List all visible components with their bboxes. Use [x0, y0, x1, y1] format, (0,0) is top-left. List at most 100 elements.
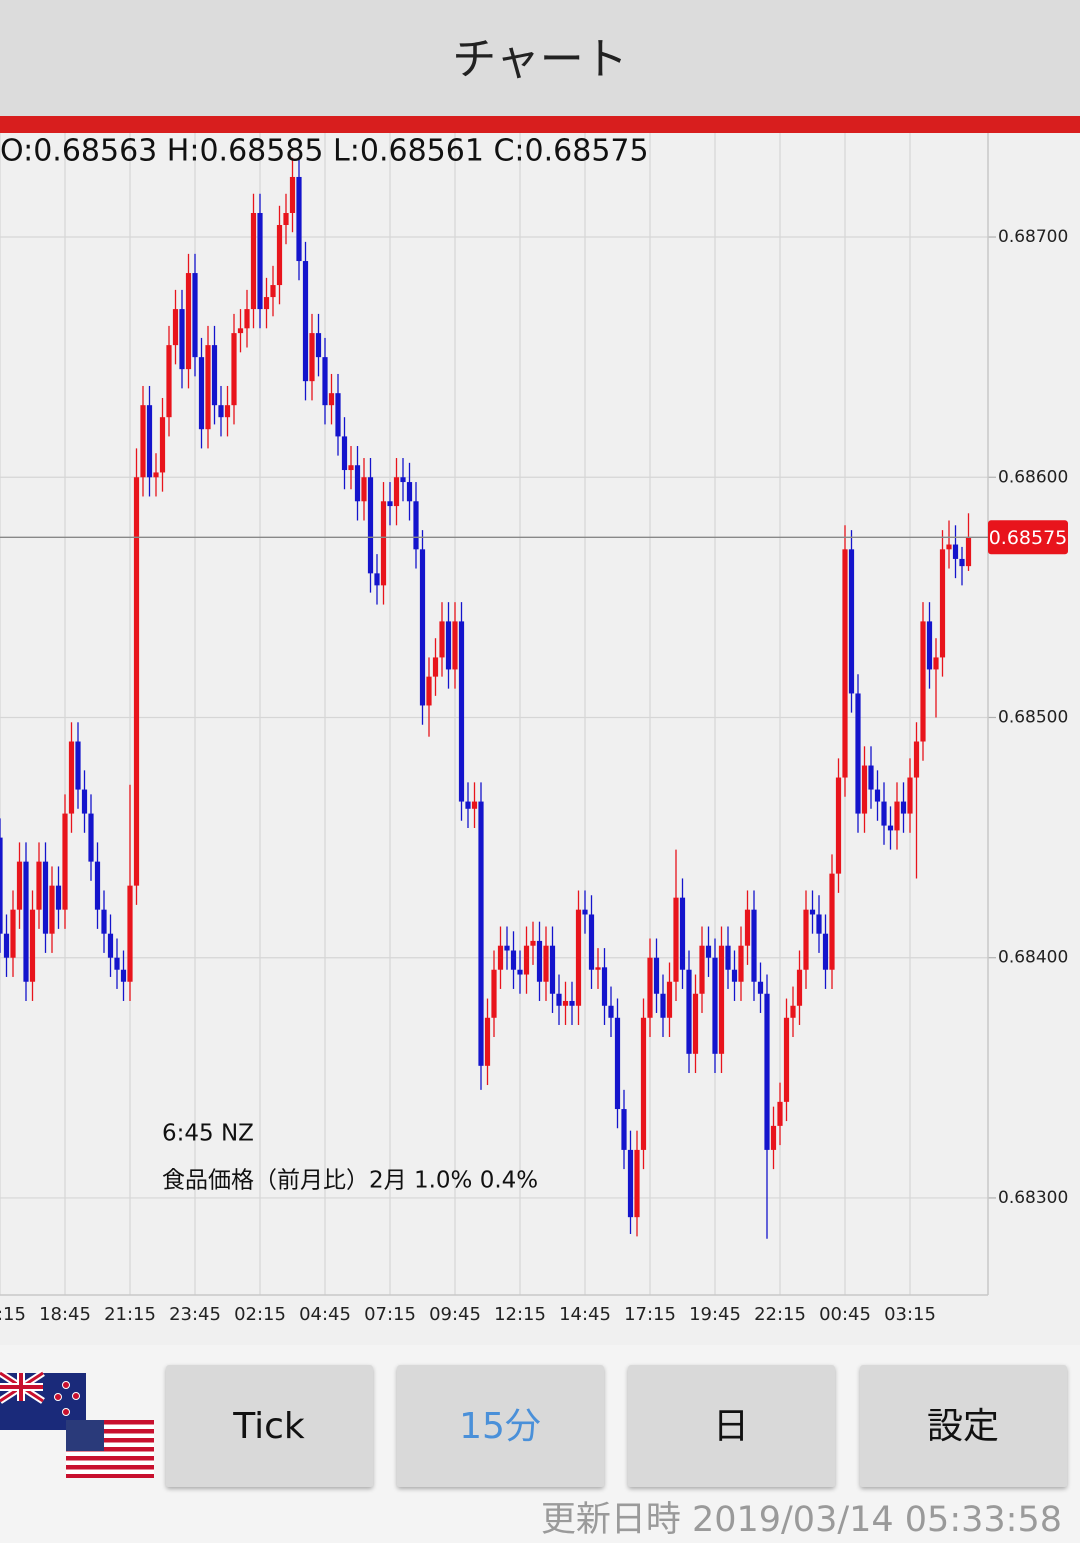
- grid: [0, 133, 996, 1295]
- candle-body: [23, 861, 29, 982]
- candle-body: [582, 909, 588, 915]
- candle-body: [114, 957, 120, 970]
- candle-body: [933, 657, 939, 670]
- currency-flags[interactable]: [0, 1370, 154, 1478]
- ohlc-readout: O:0.68563 H:0.68585 L:0.68561 C:0.68575: [0, 134, 649, 169]
- x-tick-label: 03:15: [884, 1304, 936, 1325]
- y-tick-label: 0.68400: [998, 948, 1068, 968]
- button-label[interactable]: 15分: [459, 1406, 541, 1447]
- candle-body: [627, 1149, 634, 1218]
- x-tick-label: 02:15: [234, 1304, 286, 1325]
- candle-body: [192, 273, 198, 358]
- candle-body: [861, 765, 868, 814]
- candle-body: [88, 813, 94, 862]
- candle-body: [374, 573, 380, 586]
- candle-body: [569, 1000, 575, 1006]
- candle-body: [783, 1017, 790, 1102]
- candle-body: [10, 909, 16, 958]
- candle-body: [523, 945, 530, 975]
- candle-body: [335, 393, 341, 437]
- accent-bar: [0, 116, 1080, 133]
- candle-body: [764, 993, 770, 1150]
- candle-body: [465, 801, 471, 809]
- button[interactable]: [628, 1365, 835, 1487]
- candle-body: [575, 909, 582, 1006]
- candle-body: [718, 945, 725, 1054]
- button-label[interactable]: 設定: [927, 1406, 999, 1447]
- candle-body: [562, 1000, 569, 1006]
- candle-body: [621, 1109, 627, 1150]
- candle-body: [419, 549, 426, 706]
- button[interactable]: [166, 1365, 373, 1487]
- candle-body: [49, 885, 55, 934]
- candle-body: [3, 933, 10, 958]
- candle-body: [354, 465, 361, 502]
- candle-body: [536, 940, 543, 982]
- candle-body: [595, 967, 601, 970]
- x-tick-label: 00:45: [819, 1304, 871, 1325]
- candle-body: [640, 1017, 647, 1150]
- candle-body: [205, 345, 211, 430]
- candle-body: [0, 837, 3, 934]
- candle-body: [777, 1101, 783, 1126]
- us-canton: [66, 1420, 104, 1451]
- y-tick-label: 0.68600: [998, 467, 1068, 487]
- candle-body: [926, 621, 933, 670]
- candle-body: [367, 477, 374, 574]
- candle-body: [556, 993, 562, 1006]
- candle-body: [712, 957, 718, 1054]
- candle-body: [198, 357, 205, 430]
- button-label[interactable]: 日: [713, 1406, 749, 1447]
- button-label[interactable]: Tick: [232, 1406, 305, 1447]
- candle-body: [101, 909, 107, 934]
- candle-body: [874, 789, 881, 802]
- candle-body: [900, 801, 907, 814]
- candle-body: [270, 285, 276, 298]
- candle-body: [120, 969, 127, 982]
- candle-body: [822, 933, 829, 970]
- candle-body: [913, 741, 920, 778]
- candle-body: [790, 1005, 796, 1018]
- candle-body: [959, 558, 965, 567]
- candle-body: [218, 405, 224, 418]
- candle-body: [276, 225, 283, 286]
- candle-body: [387, 501, 393, 507]
- nz-stars: [54, 1381, 80, 1416]
- candle-body: [36, 861, 42, 910]
- candle-body: [673, 897, 679, 982]
- candle-body: [731, 969, 738, 982]
- candle-body: [484, 1017, 491, 1066]
- candle-body: [153, 472, 159, 478]
- update-time: 更新日時 2019/03/14 05:33:58: [541, 1500, 1062, 1540]
- candle-body: [517, 969, 523, 975]
- candle-body: [601, 967, 608, 1006]
- candle-body: [679, 897, 686, 970]
- candle-body: [855, 693, 861, 814]
- nz-flag-cross: [0, 1373, 43, 1401]
- candle-body: [289, 176, 296, 213]
- candle-body: [699, 945, 705, 994]
- candle-body: [341, 436, 348, 471]
- candle-body: [751, 909, 757, 982]
- button[interactable]: [860, 1365, 1067, 1487]
- candle-body: [42, 861, 49, 934]
- candle-body: [231, 333, 237, 406]
- candle-body: [666, 981, 673, 1018]
- candle-body: [445, 621, 452, 670]
- button[interactable]: [397, 1365, 604, 1487]
- candle-body: [29, 909, 36, 982]
- candle-body: [75, 741, 81, 790]
- candle-body: [296, 176, 302, 262]
- x-tick-label: 04:45: [299, 1304, 351, 1325]
- buttons: Tick 15分 日 設定: [166, 1365, 1067, 1487]
- candle-body: [237, 328, 244, 334]
- candle-body: [738, 945, 744, 982]
- candle-body: [400, 477, 406, 483]
- candle-body: [803, 909, 809, 970]
- candle-body: [660, 993, 666, 1018]
- candle-body: [127, 885, 133, 982]
- x-tick-label: 12:15: [494, 1304, 546, 1325]
- candle-body: [224, 405, 231, 418]
